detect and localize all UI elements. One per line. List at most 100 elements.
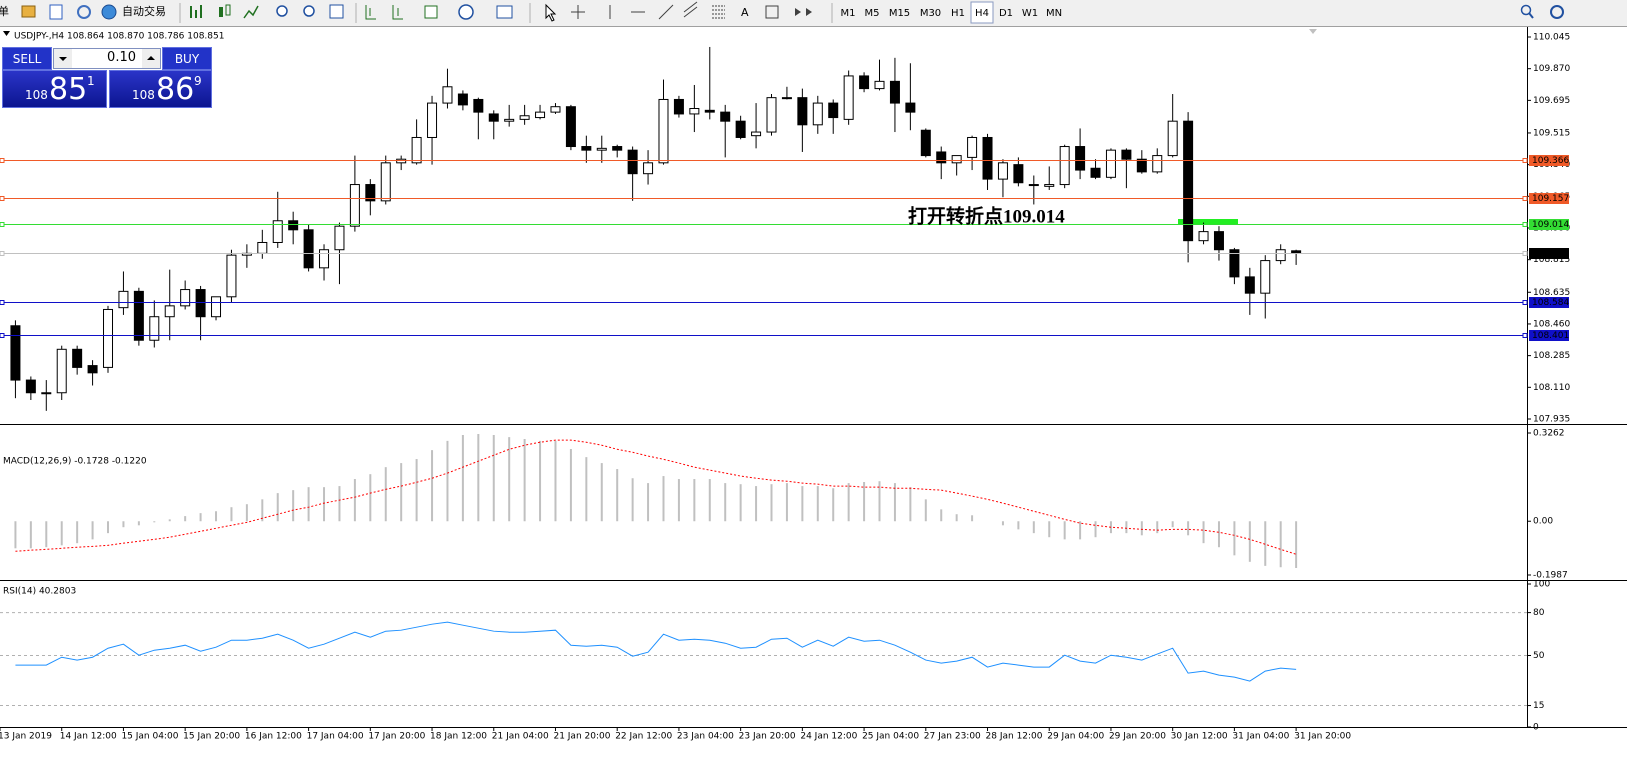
lot-value[interactable]: 0.10 (107, 50, 136, 65)
candle-body (72, 348, 83, 368)
candle-body (1136, 158, 1147, 173)
candle-body (1244, 276, 1255, 294)
y-tick-label: 100 (1533, 580, 1550, 590)
candle-body (1152, 155, 1163, 173)
candle-body (334, 225, 345, 251)
x-tick-label: 31 Jan 04:00 (1232, 732, 1289, 742)
spin-down-arrow (59, 57, 67, 61)
macd-signal (15, 439, 1297, 555)
level-handle (1522, 222, 1528, 227)
y-tick-label: 108.460 (1533, 319, 1570, 329)
icon-signal[interactable] (77, 5, 91, 19)
menu-text[interactable]: 单 (0, 5, 9, 18)
candle-body (704, 109, 715, 113)
timeframe-button[interactable]: D1 (999, 8, 1013, 19)
level-handle (0, 300, 5, 305)
symbol-info: USDJPY-,H4 108.864 108.870 108.786 108.8… (14, 32, 224, 42)
timeframe-button[interactable]: H4 (975, 8, 989, 19)
icon-channel[interactable] (683, 1, 698, 18)
icon-tile[interactable] (329, 4, 344, 19)
candle-body (195, 289, 206, 318)
candle-body (982, 136, 993, 180)
candle-body (920, 129, 931, 157)
icon-shift[interactable] (365, 5, 376, 20)
candle-body (519, 115, 530, 120)
level-label-bg (1529, 155, 1569, 166)
icon-search[interactable] (1528, 12, 1534, 19)
rsi-line (15, 621, 1297, 682)
candle-body (1075, 146, 1086, 171)
candle-body (488, 113, 499, 122)
bid-quote[interactable]: 108 85 1 (2, 70, 107, 108)
icon-autoscroll[interactable] (392, 5, 403, 20)
timeframe-button[interactable]: MN (1046, 8, 1062, 19)
timeframe-button[interactable]: W1 (1022, 8, 1038, 19)
icon-line[interactable] (243, 5, 259, 19)
icon-templates[interactable] (496, 5, 513, 19)
x-tick-label: 31 Jan 20:00 (1294, 732, 1351, 742)
ask-quote[interactable]: 108 86 9 (109, 70, 212, 108)
icon-profile[interactable] (49, 4, 63, 20)
icon-crosshair[interactable] (571, 5, 585, 19)
timeframe-button[interactable]: M5 (865, 8, 880, 19)
level-label-bg (1529, 219, 1569, 230)
text-tool[interactable]: A (741, 6, 749, 19)
candle-body (164, 305, 175, 318)
candle-body (319, 249, 330, 269)
timeframe-button[interactable]: H1 (951, 8, 965, 19)
level-handle (1522, 158, 1528, 163)
candle-body (689, 108, 700, 115)
shift-marker (1309, 29, 1317, 34)
timeframe-button[interactable]: M15 (889, 8, 910, 19)
sell-button[interactable]: SELL (2, 47, 52, 70)
icon-candles[interactable] (225, 4, 231, 16)
level-handle (1522, 300, 1528, 305)
x-tick-label: 22 Jan 12:00 (615, 732, 672, 742)
timeframe-button[interactable]: M30 (920, 8, 941, 19)
level-label: 108.401 (1532, 331, 1569, 341)
y-tick-label: 108.110 (1533, 383, 1570, 393)
candle-body (457, 93, 468, 106)
icon-fibo[interactable] (712, 5, 725, 19)
candle-body (211, 296, 222, 318)
icon-folder[interactable] (21, 5, 36, 18)
icon-bars[interactable] (190, 5, 202, 18)
buy-button[interactable]: BUY (162, 47, 212, 70)
x-tick-label: 13 Jan 2019 (0, 732, 52, 742)
icon-trendline[interactable] (658, 4, 674, 20)
icon-settings[interactable] (1550, 5, 1564, 19)
icon-candles[interactable] (219, 7, 223, 17)
icon-periods[interactable] (458, 4, 474, 20)
chart-bg (0, 27, 1627, 769)
level-label: 109.157 (1532, 194, 1569, 204)
icon-cursor[interactable] (545, 3, 557, 22)
icon-zoom-in[interactable] (276, 5, 288, 17)
candle-body (535, 111, 546, 119)
candle-body (936, 151, 947, 164)
symbol-icon (3, 31, 10, 36)
level-handle (0, 251, 5, 256)
candle-body (118, 290, 129, 309)
level-label: 108.584 (1532, 298, 1569, 308)
x-tick-label: 17 Jan 20:00 (368, 732, 425, 742)
candle-body (843, 75, 854, 120)
timeframe-button[interactable]: M1 (841, 8, 856, 19)
drawn-zone[interactable] (1178, 219, 1238, 225)
lot-box[interactable]: 0.10 (53, 48, 161, 69)
icon-autotrade[interactable] (101, 4, 117, 20)
icon-zoom-out[interactable] (303, 5, 315, 17)
icon-indicators[interactable] (424, 5, 438, 19)
candle-body (1260, 260, 1271, 294)
candle-body (997, 162, 1008, 180)
icon-arrows[interactable] (795, 8, 812, 16)
x-tick-label: 24 Jan 12:00 (800, 732, 857, 742)
candle-body (1090, 167, 1101, 178)
icon-label[interactable] (765, 5, 779, 19)
autotrade-label[interactable]: 自动交易 (122, 4, 166, 18)
x-tick-label: 27 Jan 23:00 (924, 732, 981, 742)
icon-search[interactable] (1520, 4, 1532, 16)
candle-body (56, 348, 67, 394)
x-tick-label: 21 Jan 04:00 (492, 732, 549, 742)
candle-body (905, 102, 916, 113)
